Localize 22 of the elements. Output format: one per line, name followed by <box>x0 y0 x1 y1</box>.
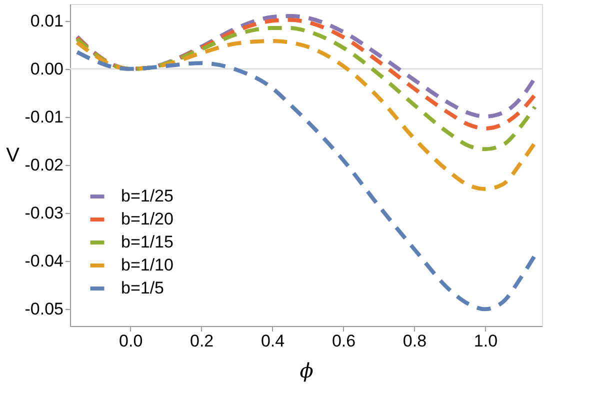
x-tick-label: 0.2 <box>190 332 214 350</box>
x-tick-label: 0.0 <box>119 332 143 350</box>
y-tick-label: -0.02 <box>24 156 64 174</box>
y-tick-label: 0.01 <box>30 11 64 30</box>
y-tick-label: 0.00 <box>30 59 64 78</box>
x-tick-label: 0.8 <box>402 332 427 350</box>
x-tick-label: 1.0 <box>474 332 498 350</box>
x-tick-label: 0.4 <box>260 332 285 350</box>
line-series <box>75 26 537 152</box>
legend-label: b=1/25 <box>121 186 174 206</box>
y-tick-label: -0.03 <box>24 204 64 223</box>
y-tick-label: -0.01 <box>24 107 64 126</box>
y-axis-title: V <box>6 144 20 166</box>
line-series <box>75 50 537 312</box>
x-axis-title: ϕ <box>300 358 314 382</box>
y-tick-label: -0.05 <box>24 300 64 319</box>
legend-label: b=1/5 <box>121 278 164 298</box>
legend-label: b=1/20 <box>121 210 174 228</box>
y-tick-label: -0.04 <box>24 252 64 271</box>
legend-label: b=1/15 <box>121 232 174 252</box>
x-tick-label: 0.6 <box>332 332 356 350</box>
legend-label: b=1/10 <box>121 256 174 274</box>
